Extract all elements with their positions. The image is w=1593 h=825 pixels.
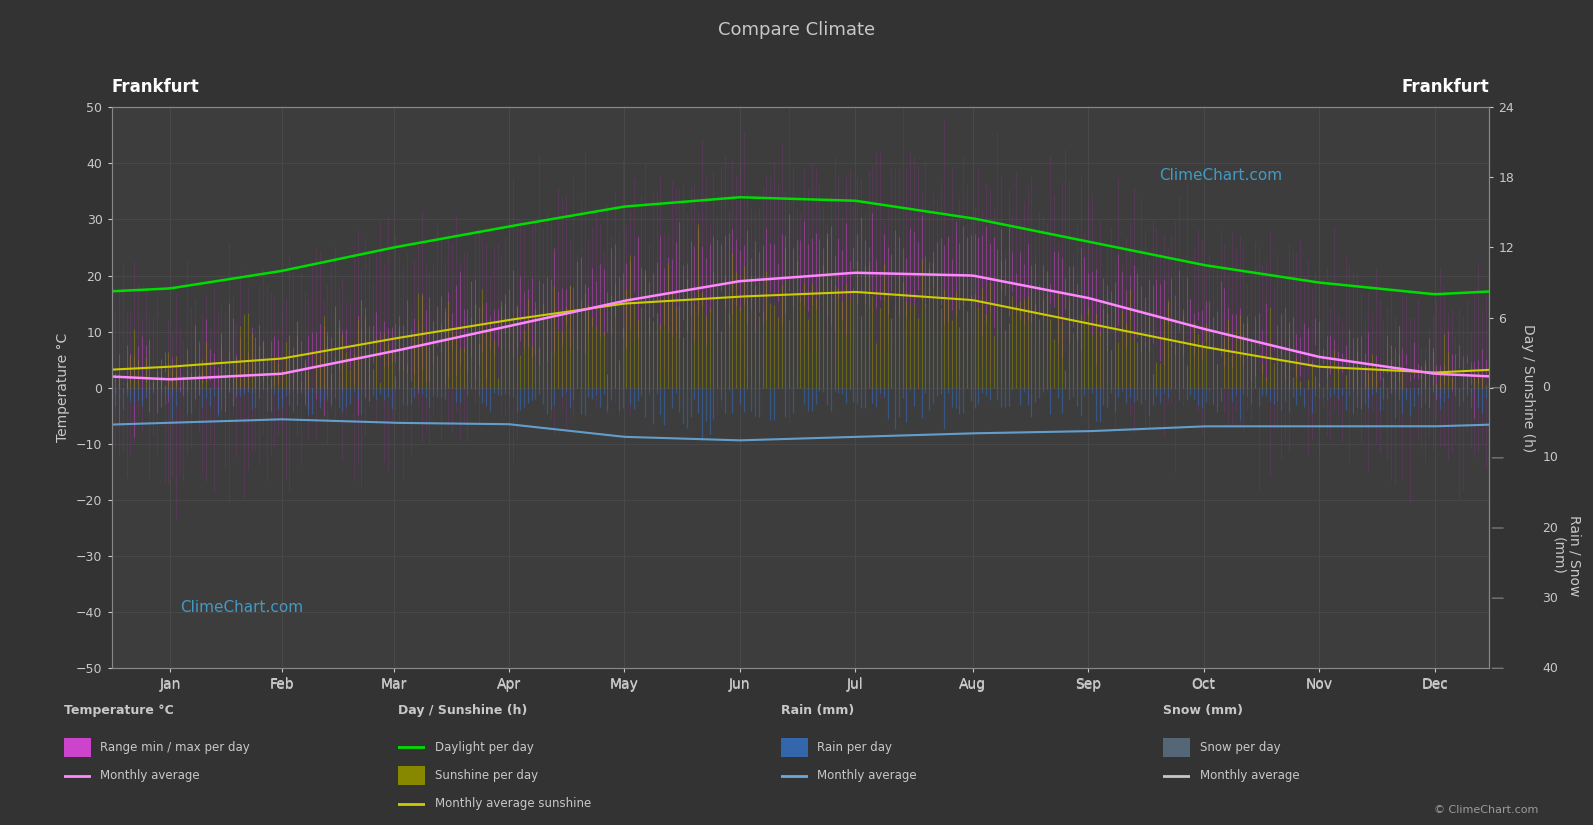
Text: Sunshine per day: Sunshine per day — [435, 769, 538, 782]
Text: Day / Sunshine (h): Day / Sunshine (h) — [398, 704, 527, 717]
Text: Rain (mm): Rain (mm) — [781, 704, 854, 717]
Text: Monthly average: Monthly average — [817, 769, 918, 782]
Text: Snow per day: Snow per day — [1200, 741, 1281, 754]
Text: ClimeChart.com: ClimeChart.com — [180, 600, 304, 615]
Text: Rain per day: Rain per day — [817, 741, 892, 754]
Text: Frankfurt: Frankfurt — [112, 78, 199, 96]
Text: Monthly average: Monthly average — [1200, 769, 1300, 782]
Text: 10: 10 — [1542, 451, 1558, 464]
Text: Frankfurt: Frankfurt — [1402, 78, 1489, 96]
Text: Rain / Snow
(mm): Rain / Snow (mm) — [1552, 516, 1580, 596]
Text: Monthly average: Monthly average — [100, 769, 201, 782]
Y-axis label: Day / Sunshine (h): Day / Sunshine (h) — [1521, 323, 1536, 452]
Text: Range min / max per day: Range min / max per day — [100, 741, 250, 754]
Text: Snow (mm): Snow (mm) — [1163, 704, 1243, 717]
Text: 0: 0 — [1542, 381, 1550, 394]
Text: 40: 40 — [1542, 662, 1558, 675]
Text: Monthly average sunshine: Monthly average sunshine — [435, 797, 591, 810]
Y-axis label: Temperature °C: Temperature °C — [56, 333, 70, 442]
Text: 30: 30 — [1542, 592, 1558, 605]
Text: Temperature °C: Temperature °C — [64, 704, 174, 717]
Text: ClimeChart.com: ClimeChart.com — [1158, 168, 1282, 183]
Text: Daylight per day: Daylight per day — [435, 741, 534, 754]
Text: © ClimeChart.com: © ClimeChart.com — [1434, 804, 1539, 814]
Text: Compare Climate: Compare Climate — [718, 21, 875, 39]
Text: 20: 20 — [1542, 521, 1558, 535]
